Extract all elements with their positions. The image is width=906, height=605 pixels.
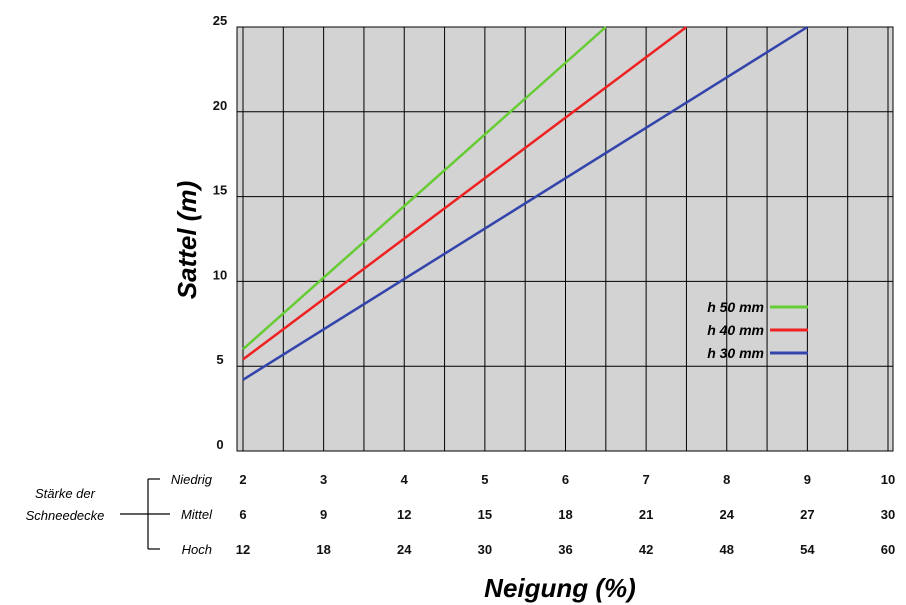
x-tick-label: 2 [239,472,246,487]
x-tick-label: 6 [239,507,246,522]
series-line [242,25,688,361]
y-tick-label: 25 [213,13,227,28]
x-axis-row-label: Hoch [182,542,212,557]
x-tick-label: 6 [562,472,569,487]
x-tick-label: 10 [881,472,895,487]
y-tick-label: 5 [216,352,223,367]
x-tick-label: 15 [478,507,492,522]
y-tick-label: 10 [213,267,227,282]
x-axis-group-label-line1: Stärke der [35,486,96,501]
x-axis-group-label: Stärke der Schneedecke [26,486,105,523]
x-tick-label: 18 [316,542,330,557]
y-tick-label: 0 [216,437,223,452]
x-tick-label: 9 [804,472,811,487]
x-tick-label: 36 [558,542,572,557]
legend-label: h 40 mm [707,322,764,338]
x-tick-label: 3 [320,472,327,487]
x-tick-label: 9 [320,507,327,522]
x-axis-group-label-line2: Schneedecke [26,508,105,523]
x-tick-label: 5 [481,472,488,487]
x-tick-label: 4 [401,472,409,487]
y-tick-label: 15 [213,183,227,198]
x-tick-label: 7 [643,472,650,487]
x-axis-row-label: Niedrig [171,472,213,487]
x-tick-label: 54 [800,542,815,557]
x-tick-label: 30 [881,507,895,522]
x-tick-label: 12 [236,542,250,557]
x-axis-rows: Niedrig 2 3 4 5 6 7 8 9 10 Mittel 6 9 12 15 18 21 24 27 30 H… [171,472,895,557]
x-tick-label: 24 [720,507,735,522]
x-tick-label: 12 [397,507,411,522]
x-tick-label: 42 [639,542,653,557]
legend-label: h 30 mm [707,345,764,361]
x-tick-label: 27 [800,507,814,522]
y-axis-label: Sattel (m) [172,181,202,299]
y-tick-label: 20 [213,98,227,113]
x-tick-label: 24 [397,542,412,557]
series-lines [242,25,809,381]
x-tick-label: 21 [639,507,653,522]
x-tick-label: 18 [558,507,572,522]
x-tick-label: 30 [478,542,492,557]
x-tick-label: 60 [881,542,895,557]
series-line [242,25,809,381]
plot-border [236,26,894,452]
row-bracket [120,478,170,550]
x-tick-label: 8 [723,472,730,487]
x-axis-row-label: Mittel [181,507,213,522]
x-axis-label: Neigung (%) [484,573,636,603]
legend: h 50 mm h 40 mm h 30 mm [707,299,808,361]
grid [236,26,894,452]
y-tick-labels: 0 5 10 15 20 25 [213,13,227,452]
legend-label: h 50 mm [707,299,764,315]
x-tick-label: 48 [720,542,734,557]
series-line [242,26,607,351]
